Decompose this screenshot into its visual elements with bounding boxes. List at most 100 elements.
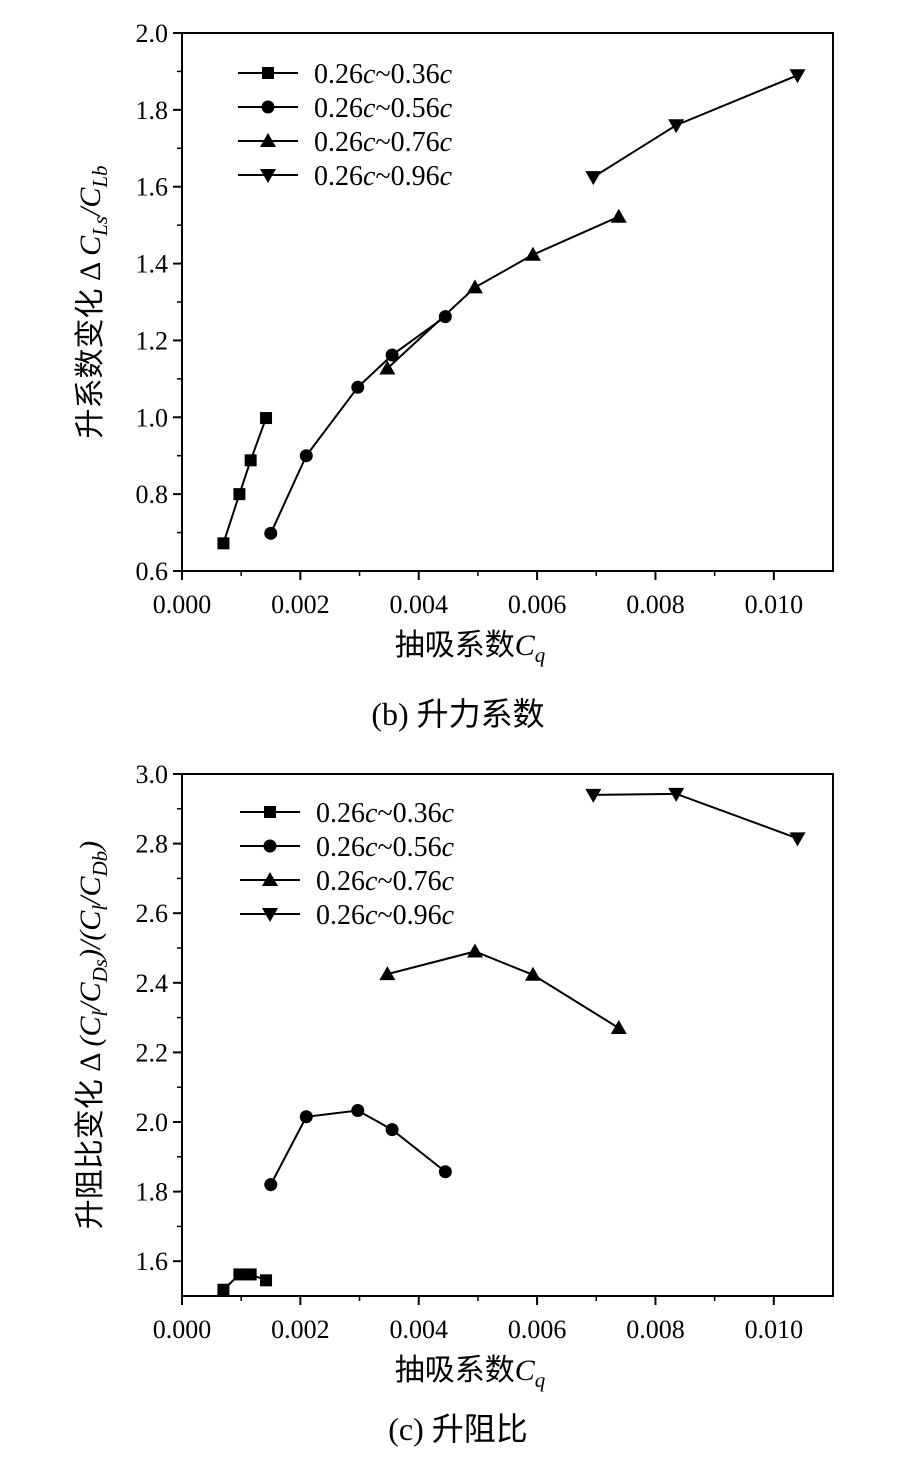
data-point [244, 454, 257, 467]
y-tick-label: 1.0 [136, 403, 169, 432]
x-tick-label: 0.006 [508, 1315, 567, 1344]
x-tick-label: 0.008 [626, 1315, 685, 1344]
series-4 [585, 787, 806, 847]
series-line [222, 417, 267, 544]
data-point [260, 1274, 273, 1287]
legend-label: 0.26c~0.56c [316, 832, 455, 863]
series-line [386, 215, 620, 370]
series-line [593, 792, 798, 840]
series-3 [379, 943, 627, 1035]
data-point [217, 1283, 230, 1296]
y-tick-label: 1.4 [136, 250, 169, 279]
data-point [585, 788, 602, 803]
series-4 [585, 69, 806, 186]
legend-marker [262, 67, 274, 79]
data-point [668, 787, 685, 802]
data-point [351, 380, 365, 394]
legend-marker [260, 133, 276, 147]
legend-label: 0.26c~0.76c [314, 127, 453, 158]
series-2 [264, 1104, 452, 1192]
figure-caption: (b) 升力系数 [371, 696, 544, 732]
data-point [438, 310, 452, 324]
data-point [789, 69, 806, 84]
legend: 0.26c~0.36c0.26c~0.56c0.26c~0.76c0.26c~0… [240, 798, 455, 931]
series-1 [217, 412, 273, 550]
x-axis-title: 抽吸系数Cq [395, 629, 546, 667]
data-point [217, 537, 230, 550]
series-line [269, 1109, 446, 1186]
data-point [264, 526, 278, 540]
y-axis-title: 升系数变化 Δ CLs/CLb [74, 165, 112, 438]
x-tick-label: 0.008 [626, 590, 685, 619]
plot-frame [181, 773, 834, 1297]
plot-frame [181, 32, 834, 572]
x-tick-label: 0.002 [271, 590, 330, 619]
data-point [233, 1268, 246, 1281]
y-tick-label: 0.8 [136, 480, 169, 509]
data-point [668, 119, 685, 134]
y-tick-label: 2.6 [136, 899, 169, 928]
legend-marker [262, 872, 278, 886]
data-point [524, 966, 541, 981]
data-point [438, 1165, 452, 1179]
data-point [299, 449, 313, 463]
y-tick-label: 2.2 [136, 1038, 169, 1067]
x-tick-label: 0.006 [508, 590, 567, 619]
y-tick-label: 1.6 [136, 1247, 169, 1276]
legend-label: 0.26c~0.36c [314, 59, 453, 90]
y-tick-label: 2.0 [136, 1108, 169, 1137]
x-tick-label: 0.002 [271, 1315, 330, 1344]
legend-label: 0.26c~0.96c [314, 161, 453, 192]
data-point [379, 360, 396, 375]
data-point [233, 488, 246, 501]
data-point [299, 1110, 313, 1124]
legend-marker [264, 806, 276, 818]
y-tick-label: 2.8 [136, 830, 169, 859]
x-tick-label: 0.010 [745, 1315, 804, 1344]
figure-caption: (c) 升阻比 [388, 1411, 528, 1447]
series-line [592, 74, 798, 178]
y-tick-label: 1.6 [136, 173, 169, 202]
y-tick-label: 1.8 [136, 1178, 169, 1207]
data-point [466, 279, 483, 294]
y-tick-label: 0.6 [136, 557, 169, 586]
series-3 [379, 208, 627, 375]
data-point [244, 1268, 257, 1281]
data-point [385, 1123, 399, 1137]
data-point [379, 966, 396, 981]
legend-label: 0.26c~0.76c [316, 866, 455, 897]
legend-marker [261, 100, 275, 114]
data-point [524, 246, 541, 261]
series-line [269, 315, 446, 534]
data-point [610, 1020, 627, 1035]
legend-label: 0.26c~0.36c [316, 798, 455, 829]
x-tick-label: 0.004 [389, 590, 448, 619]
data-point [585, 171, 602, 186]
data-point [610, 208, 627, 223]
series-1 [217, 1268, 273, 1296]
data-point [385, 348, 399, 362]
y-tick-label: 1.8 [136, 96, 169, 125]
x-tick-label: 0.004 [389, 1315, 448, 1344]
y-tick-label: 2.0 [136, 19, 169, 48]
legend-marker [262, 908, 278, 922]
data-point [260, 412, 273, 425]
series-line [387, 950, 620, 1029]
x-tick-label: 0.010 [745, 590, 804, 619]
y-axis-title: 升阻比变化 Δ (Cl/CDs)/(Cl/CDb) [74, 841, 112, 1229]
data-point [466, 943, 483, 958]
x-tick-label: 0.000 [153, 1315, 212, 1344]
data-point [351, 1104, 365, 1118]
data-point [789, 832, 806, 847]
legend-marker [263, 839, 277, 853]
series-2 [264, 310, 452, 540]
legend-label: 0.26c~0.96c [316, 900, 455, 931]
x-axis-title: 抽吸系数Cq [395, 1354, 546, 1392]
y-tick-label: 1.2 [136, 326, 169, 355]
legend-marker [260, 169, 276, 183]
y-tick-label: 3.0 [136, 760, 169, 789]
chart-c: 0.000 0.002 0.004 0.006 0.008 0.010 1.6 1.8 2.0 2… [74, 760, 834, 1447]
data-point [264, 1178, 278, 1192]
legend: 0.26c~0.36c0.26c~0.56c0.26c~0.76c0.26c~0… [238, 59, 453, 192]
